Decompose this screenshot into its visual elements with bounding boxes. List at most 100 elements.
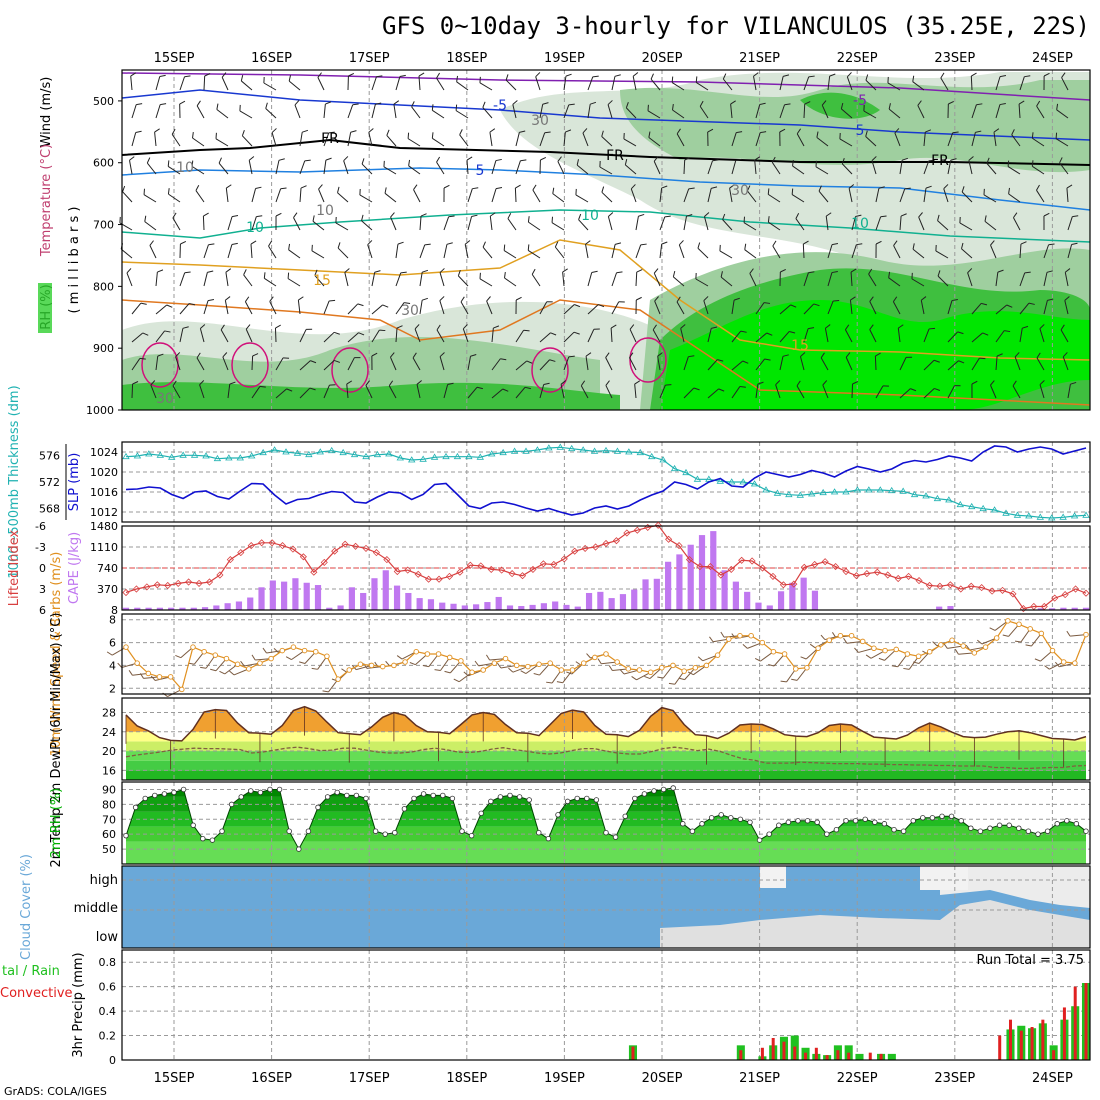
- wind-barb-flag: [471, 214, 478, 217]
- wind-barb: [462, 328, 469, 343]
- wind-barb: [1056, 109, 1069, 119]
- wind-barb-flag: [848, 184, 855, 189]
- wind-barb: [611, 301, 620, 315]
- rh-marker: [651, 788, 657, 794]
- wind-barb-flag: [207, 270, 214, 273]
- isotherm-15: [121, 239, 1091, 361]
- wind-barb: [625, 107, 637, 119]
- wind-speed-marker: [1016, 621, 1022, 628]
- lifted-index-marker: [539, 560, 547, 568]
- thickness-marker: [556, 443, 564, 450]
- date-label-top: 22SEP: [837, 51, 878, 66]
- wind-barb: [654, 300, 661, 315]
- wind-speed-marker: [234, 661, 241, 668]
- wind-barb-flag: [337, 242, 341, 249]
- thickness-marker: [979, 504, 987, 512]
- lifted-index-marker: [289, 545, 297, 553]
- thickness-marker: [236, 454, 244, 461]
- wind-speed-marker: [592, 654, 598, 661]
- lifted-index-marker: [153, 581, 161, 589]
- lifted-index-marker: [685, 556, 694, 564]
- wind-barb: [1043, 272, 1048, 287]
- wind-barb-flag: [531, 268, 536, 275]
- contour-label: 15: [791, 338, 809, 354]
- lifted-index-marker: [758, 564, 767, 572]
- wind-barb-flag: [299, 661, 306, 664]
- wind-speed-marker: [737, 632, 743, 639]
- y-tick-label: 6: [109, 637, 116, 650]
- thickness-marker: [922, 492, 930, 499]
- wind-barb: [299, 132, 303, 147]
- wind-barb-flag: [582, 128, 588, 134]
- wind-barb-flag: [925, 129, 932, 133]
- isotherm-minus10: [121, 72, 1091, 101]
- wind-barb: [1060, 329, 1069, 343]
- wind-barb-flag: [565, 129, 572, 133]
- wind-barb-flag: [753, 72, 759, 77]
- cape-bar: [213, 605, 220, 610]
- wind-barb: [697, 247, 709, 259]
- wind-barb-flag: [789, 330, 796, 334]
- wind-barb: [607, 216, 613, 231]
- cape-bar: [1037, 608, 1044, 610]
- cape-bar: [258, 587, 265, 610]
- cape-bar: [1071, 607, 1078, 610]
- wind-barb: [155, 104, 161, 119]
- wind-barb-flag: [439, 352, 445, 357]
- lifted-index-marker: [884, 571, 892, 579]
- rh-marker: [948, 813, 955, 819]
- wind-barb: [245, 329, 253, 343]
- wind-barb-flag: [128, 670, 133, 676]
- wind-barb-flag: [664, 215, 671, 218]
- humidity-loop: [331, 347, 369, 393]
- wind-barb-flag: [784, 103, 791, 106]
- wind-barb: [343, 160, 349, 175]
- wind-barb-flag: [795, 213, 800, 219]
- wind-barb-flag: [912, 75, 915, 82]
- wind-barb-flag: [365, 380, 370, 386]
- precip-convective-bar: [1084, 983, 1088, 1060]
- temp-band: [126, 770, 1086, 780]
- wind-barb-flag: [711, 326, 718, 329]
- y-tick-label: 20: [102, 745, 116, 758]
- wind-barb: [995, 104, 1001, 119]
- wind-barb-flag: [557, 156, 562, 162]
- wind-barb-flag: [188, 662, 195, 665]
- wind-barb: [312, 220, 325, 231]
- wind-speed-marker: [659, 664, 665, 671]
- date-label-top: 18SEP: [446, 51, 487, 66]
- cape-bar: [766, 605, 773, 610]
- wind-barb-flag: [328, 131, 335, 134]
- wind-barb-flag: [250, 240, 257, 245]
- precip-convective-bar: [1073, 986, 1077, 1060]
- wind-barb-flag: [154, 128, 160, 133]
- contour-label: 15: [313, 273, 331, 289]
- rh-marker: [257, 789, 264, 796]
- wind-barb-flag: [767, 216, 770, 223]
- date-axis-bottom: 15SEP 16SEP 17SEP 18SEP 19SEP 20SEP 21SEP 22SEP…: [154, 1071, 1073, 1086]
- lifted-index-marker: [925, 581, 934, 590]
- wind-barb: [293, 217, 301, 231]
- lifted-index-marker: [790, 580, 798, 588]
- wind-barb: [367, 244, 373, 259]
- wind-speed-marker: [670, 662, 676, 669]
- wind-barb: [587, 76, 594, 91]
- wind-barb: [196, 357, 205, 371]
- date-label-top: 15SEP: [154, 51, 195, 66]
- wind-barb: [287, 278, 301, 287]
- wind-barb: [1066, 188, 1069, 203]
- wind-barb-flag: [601, 130, 604, 137]
- wind-barb: [647, 110, 661, 119]
- wind-barb: [1036, 189, 1045, 203]
- wind-barb: [623, 138, 637, 147]
- wind-barb-flag: [652, 324, 657, 331]
- lifted-index-marker: [957, 585, 965, 593]
- wind-barb: [297, 300, 301, 315]
- wind-barb-flag: [821, 100, 827, 106]
- wind-barb-flag: [585, 352, 592, 357]
- wind-barb-flag: [573, 331, 580, 335]
- wind-barb-flag: [1034, 658, 1041, 662]
- panel-frame: [121, 949, 1091, 1061]
- wind-barb: [1064, 272, 1069, 287]
- wind-barb-flag: [312, 215, 315, 222]
